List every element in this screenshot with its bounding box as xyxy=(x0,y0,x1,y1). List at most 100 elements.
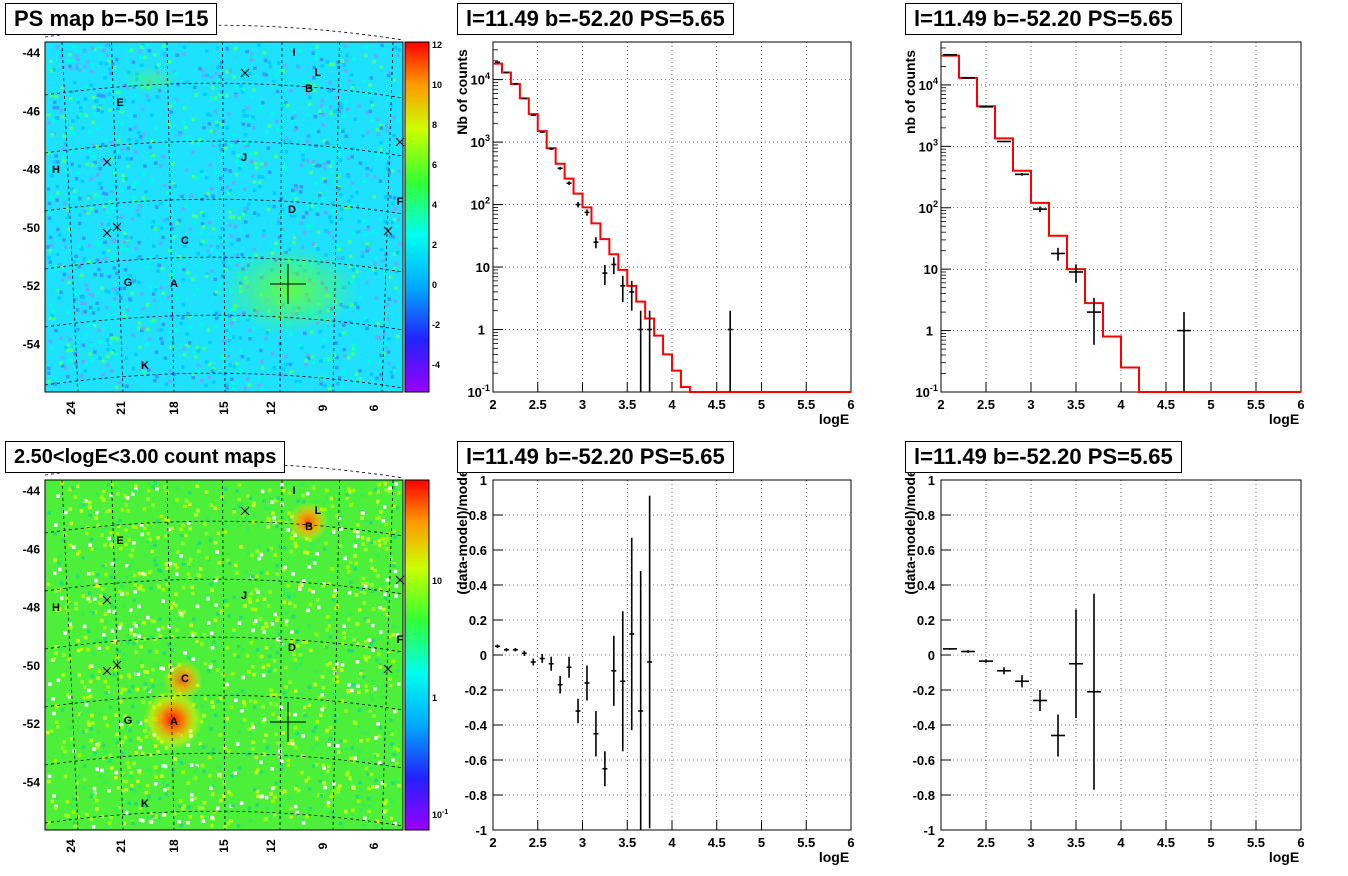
y-tick-label: -1 xyxy=(923,823,935,838)
x-tick-label: 5 xyxy=(758,835,765,850)
data-point xyxy=(638,310,644,392)
colorbar-tick: -2 xyxy=(432,320,440,330)
coordinate-grid: -44 -46 -48 -50 -52 -54 24 21 18 15 12 9 6 I LB E J H D F C G… xyxy=(23,462,405,853)
map-top-title: PS map b=-50 l=15 xyxy=(5,3,218,35)
x-tick-label: 6 xyxy=(847,397,854,412)
source-label-L: L xyxy=(315,505,322,517)
x-tick-label: 5.5 xyxy=(1247,397,1265,412)
data-point xyxy=(495,644,500,648)
y-tick-label: -0.4 xyxy=(465,718,488,733)
data-point xyxy=(997,140,1011,143)
data-point xyxy=(638,571,644,830)
map-lon-tick: 15 xyxy=(217,401,231,415)
map-lon-tick: 6 xyxy=(367,842,381,849)
x-marker xyxy=(395,575,405,585)
source-label-J: J xyxy=(241,152,247,164)
data-point xyxy=(611,635,617,706)
x-tick-label: 4 xyxy=(668,397,676,412)
data-point xyxy=(727,310,733,392)
colorbar-tick: 10-1 xyxy=(432,809,448,820)
data-point xyxy=(611,257,617,275)
colorbar-tick: 10 xyxy=(432,576,442,586)
data-point xyxy=(1087,297,1101,345)
data-point xyxy=(521,97,527,100)
colorbar-bottom xyxy=(404,479,430,831)
colorbar-tick: 4 xyxy=(432,200,437,210)
residual-fine-title: l=11.49 b=-52.20 PS=5.65 xyxy=(457,441,734,473)
y-tick-label: 10 xyxy=(924,262,938,277)
map-lon-tick: 15 xyxy=(217,839,231,853)
x-tick-label: 5 xyxy=(1207,397,1214,412)
map-lon-tick: 18 xyxy=(167,401,181,415)
colorbar-tick: 12 xyxy=(432,40,442,50)
source-label-F: F xyxy=(397,196,404,208)
x-tick-label: 4.5 xyxy=(708,835,726,850)
y-tick-label: -0.6 xyxy=(465,753,487,768)
data-point xyxy=(584,209,590,216)
x-tick-label: 6 xyxy=(1297,397,1304,412)
map-lat-tick: -44 xyxy=(23,484,41,498)
data-point xyxy=(512,648,518,652)
source-label-B: B xyxy=(305,83,313,95)
data-point xyxy=(647,310,653,392)
data-point xyxy=(1015,675,1029,688)
plot-area xyxy=(492,41,852,393)
y-tick-label: 102 xyxy=(918,199,938,216)
source-label-C: C xyxy=(181,673,189,685)
map-bottom-title: 2.50<logE<3.00 count maps xyxy=(5,441,286,473)
x-marker xyxy=(240,506,250,516)
source-label-C: C xyxy=(181,235,189,247)
x-tick-label: 2 xyxy=(489,397,496,412)
data-point xyxy=(566,656,572,678)
residual-coarse-title: l=11.49 b=-52.20 PS=5.65 xyxy=(905,441,1182,473)
plots: 2 2.5 3 3.5 4 4.5 5 5.5 6logE10-1110102103104Nb … xyxy=(454,41,1305,865)
model-step-line xyxy=(941,54,1301,393)
model-step-line xyxy=(493,62,851,393)
data-point xyxy=(539,131,545,133)
data-point xyxy=(548,656,554,671)
spectrum-coarse-title: l=11.49 b=-52.20 PS=5.65 xyxy=(905,3,1182,35)
data-point xyxy=(620,275,626,302)
source-label-D: D xyxy=(288,204,296,216)
data-point xyxy=(961,650,975,653)
source-label-K: K xyxy=(141,798,149,810)
x-axis-label: logE xyxy=(819,411,849,427)
source-label-A: A xyxy=(170,716,178,728)
source-label-A: A xyxy=(170,278,178,290)
x-marker xyxy=(383,664,393,674)
colorbar-tick: 10 xyxy=(432,80,442,90)
map-lon-tick: 9 xyxy=(316,404,330,411)
data-point xyxy=(979,106,993,108)
x-marker xyxy=(102,595,112,605)
x-tick-label: 2.5 xyxy=(529,835,547,850)
source-label-K: K xyxy=(141,360,149,372)
data-point xyxy=(539,654,545,663)
x-tick-label: 3.5 xyxy=(618,397,636,412)
map-lat-tick: -50 xyxy=(23,659,41,673)
count-map-panel: -44 -46 -48 -50 -52 -54 24 21 18 15 12 9 6 I LB E J H D F C G… xyxy=(23,462,448,853)
data-point xyxy=(566,181,572,186)
map-lon-tick: 18 xyxy=(167,839,181,853)
y-axis-label: Nb of counts xyxy=(454,49,470,135)
data-point xyxy=(997,667,1011,675)
x-tick-label: 4 xyxy=(1117,835,1125,850)
map-lat-tick: -50 xyxy=(23,221,41,235)
y-tick-label: 0.6 xyxy=(917,543,935,558)
map-lat-tick: -48 xyxy=(23,163,41,177)
data-point xyxy=(943,648,957,650)
y-tick-label: 10-1 xyxy=(915,383,938,400)
map-lat-tick: -48 xyxy=(23,601,41,615)
map-lat-tick: -52 xyxy=(23,279,41,293)
source-label-I: I xyxy=(292,485,295,497)
map-lon-tick: 21 xyxy=(114,401,128,415)
data-point xyxy=(593,237,599,249)
map-lon-tick: 6 xyxy=(367,404,381,411)
colorbar-tick: 6 xyxy=(432,160,437,170)
x-tick-label: 4.5 xyxy=(1157,835,1175,850)
data-point xyxy=(1069,609,1083,718)
data-point xyxy=(1051,247,1065,261)
source-label-H: H xyxy=(52,164,60,176)
x-tick-label: 3 xyxy=(1027,397,1034,412)
